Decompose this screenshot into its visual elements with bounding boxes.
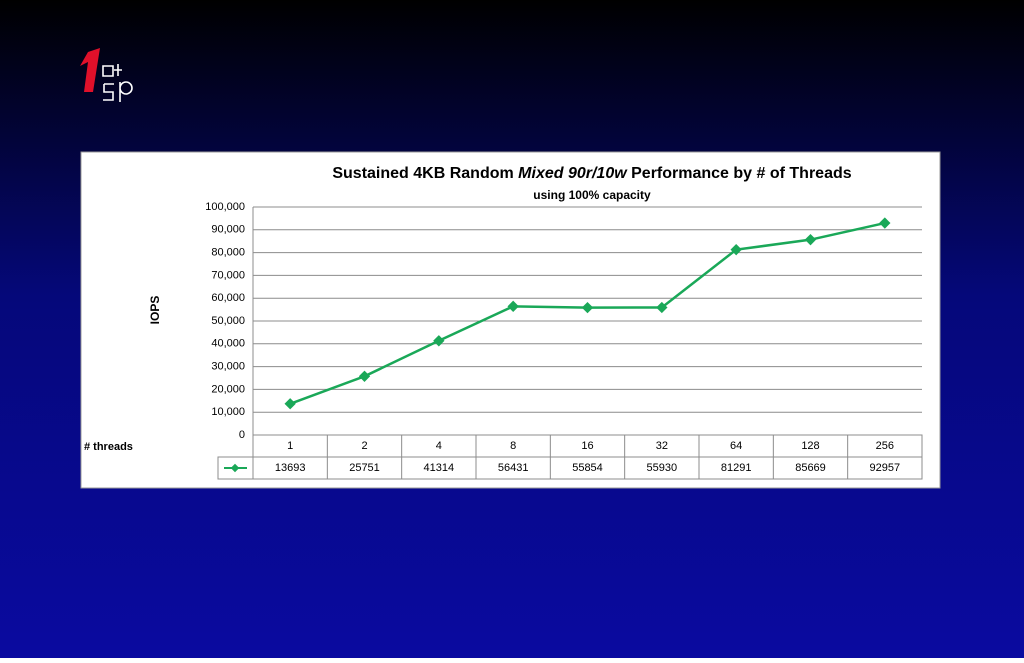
marker — [581, 301, 594, 314]
y-tick-label: 60,000 — [211, 292, 245, 304]
table-value: 85669 — [795, 462, 826, 474]
y-tick-label: 20,000 — [211, 383, 245, 395]
logo — [80, 48, 133, 102]
y-tick-label: 90,000 — [211, 224, 245, 236]
x-tick-label: 64 — [730, 440, 742, 452]
table-value: 55854 — [572, 462, 603, 474]
y-tick-label: 80,000 — [211, 247, 245, 259]
table-value: 81291 — [721, 462, 752, 474]
x-tick-label: 1 — [287, 440, 293, 452]
table-value: 13693 — [275, 462, 306, 474]
chart-subtitle: using 100% capacity — [533, 188, 651, 202]
x-tick-label: 32 — [656, 440, 668, 452]
table-value: 92957 — [870, 462, 901, 474]
y-tick-label: 40,000 — [211, 338, 245, 350]
x-axis-label: # threads — [84, 441, 133, 453]
table-value: 25751 — [349, 462, 380, 474]
x-tick-label: 4 — [436, 440, 442, 452]
marker — [879, 217, 891, 229]
x-tick-label: 16 — [581, 440, 593, 452]
marker — [656, 301, 668, 314]
marker — [730, 243, 742, 256]
title-part: Sustained 4KB Random — [332, 165, 518, 182]
marker — [284, 398, 296, 410]
legend-marker — [230, 463, 240, 473]
title-italic: Mixed 90r/10w — [518, 165, 628, 182]
chart-panel — [80, 151, 941, 489]
chart-title: Sustained 4KB Random Mixed 90r/10w Perfo… — [332, 165, 851, 182]
y-tick-label: 10,000 — [211, 406, 245, 418]
title-part: Performance by # of Threads — [627, 165, 852, 182]
x-tick-label: 128 — [801, 440, 819, 452]
y-tick-label: 70,000 — [211, 269, 245, 281]
y-tick-label: 30,000 — [211, 361, 245, 373]
x-tick-label: 256 — [876, 440, 894, 452]
table-value: 55930 — [647, 462, 678, 474]
marker — [358, 370, 371, 382]
table-value: 41314 — [424, 462, 455, 474]
y-tick-label: 0 — [239, 429, 245, 441]
x-tick-label: 8 — [510, 440, 516, 452]
legend-cell — [217, 456, 254, 480]
y-axis-label: IOPS — [148, 296, 162, 325]
y-tick-label: 100,000 — [205, 201, 245, 213]
y-tick-label: 50,000 — [211, 315, 245, 327]
table-value: 56431 — [498, 462, 529, 474]
marker — [433, 335, 445, 347]
marker — [804, 234, 817, 246]
x-tick-label: 2 — [361, 440, 367, 452]
